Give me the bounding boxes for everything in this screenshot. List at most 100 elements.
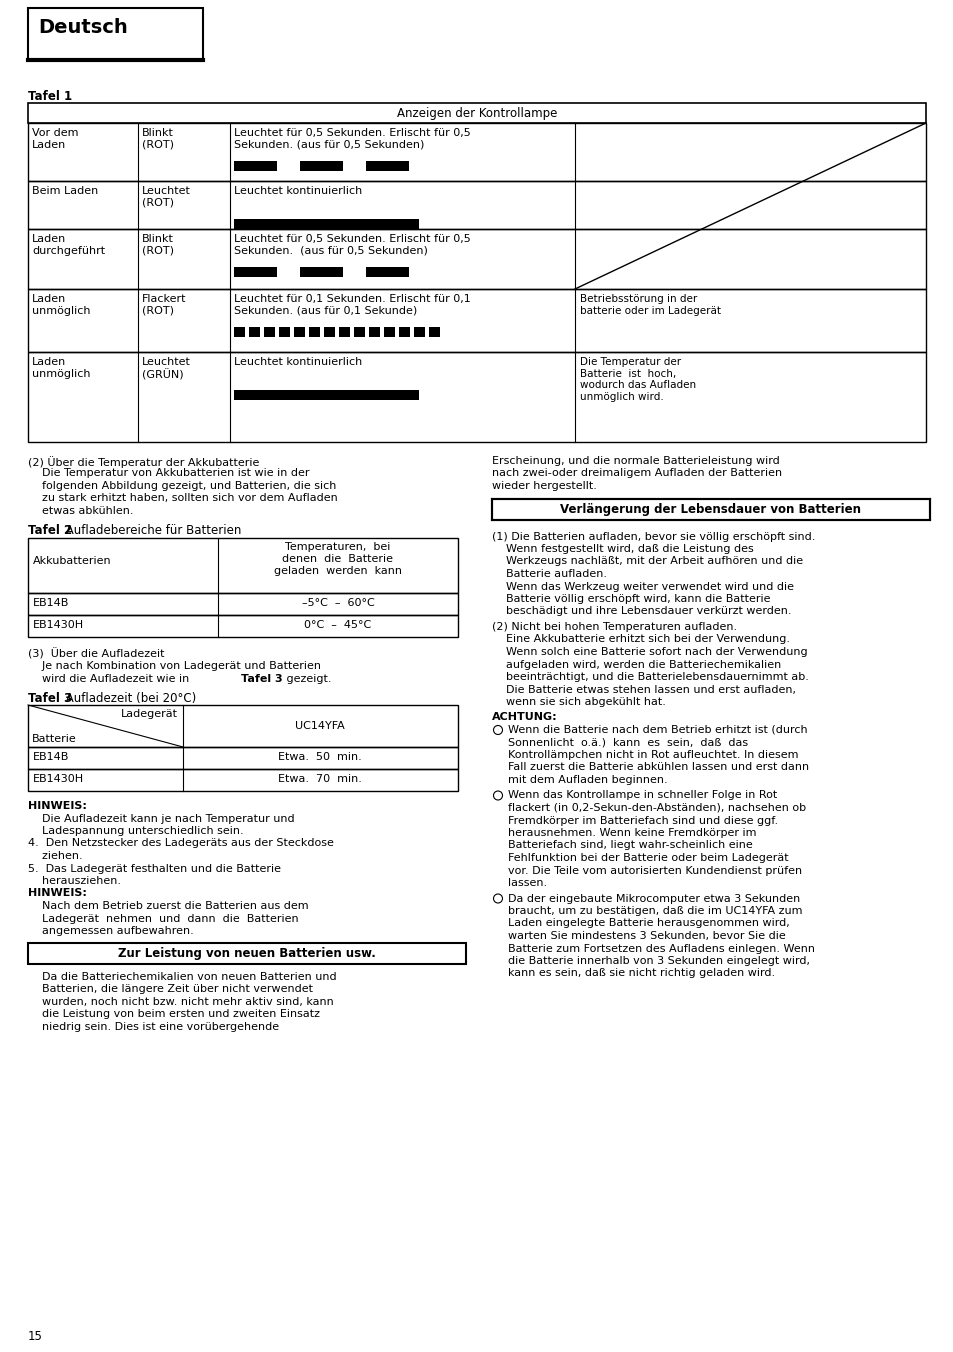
Text: Batterie aufladen.: Batterie aufladen. (492, 569, 606, 579)
Text: Wenn solch eine Batterie sofort nach der Verwendung: Wenn solch eine Batterie sofort nach der… (492, 648, 807, 657)
Text: Je nach Kombination von Ladegerät und Batterien: Je nach Kombination von Ladegerät und Ba… (28, 661, 320, 671)
Bar (264, 327, 274, 337)
Text: vor. Die Teile vom autorisierten Kundendienst prüfen: vor. Die Teile vom autorisierten Kundend… (507, 865, 801, 876)
Text: Batterien, die längere Zeit über nicht verwendet: Batterien, die längere Zeit über nicht v… (28, 984, 313, 994)
Bar (299, 161, 343, 170)
Text: wieder hergestellt.: wieder hergestellt. (492, 481, 597, 491)
Bar (28, 538, 457, 592)
Text: Sonnenlicht  o.ä.)  kann  es  sein,  daß  das: Sonnenlicht o.ä.) kann es sein, daß das (507, 737, 747, 748)
Bar (309, 327, 319, 337)
Text: Akkubatterien: Akkubatterien (33, 556, 112, 565)
Text: Tafel 3: Tafel 3 (241, 673, 282, 684)
Bar (233, 266, 276, 277)
Text: Leuchtet kontinuierlich: Leuchtet kontinuierlich (233, 357, 362, 366)
Bar (28, 769, 457, 791)
Bar (28, 592, 457, 615)
Text: Fremdkörper im Batteriefach sind und diese ggf.: Fremdkörper im Batteriefach sind und die… (507, 815, 778, 826)
Text: herausziehen.: herausziehen. (28, 876, 121, 886)
Text: Tafel 1: Tafel 1 (28, 91, 72, 103)
Bar (28, 181, 925, 228)
Bar (429, 327, 439, 337)
Text: kann es sein, daß sie nicht richtig geladen wird.: kann es sein, daß sie nicht richtig gela… (507, 968, 774, 979)
Text: Aufladebereiche für Batterien: Aufladebereiche für Batterien (62, 525, 241, 538)
Text: Laden eingelegte Batterie herausgenommen wird,: Laden eingelegte Batterie herausgenommen… (507, 918, 789, 929)
Text: 15: 15 (28, 1330, 43, 1343)
Text: beschädigt und ihre Lebensdauer verkürzt werden.: beschädigt und ihre Lebensdauer verkürzt… (492, 607, 791, 617)
Bar (354, 327, 365, 337)
Text: Leuchtet
(ROT): Leuchtet (ROT) (142, 187, 191, 208)
Text: nach zwei-oder dreimaligem Aufladen der Batterien: nach zwei-oder dreimaligem Aufladen der … (492, 469, 781, 479)
Text: Da die Batteriechemikalien von neuen Batterien und: Da die Batteriechemikalien von neuen Bat… (28, 972, 336, 982)
Bar (28, 704, 457, 748)
Bar (369, 327, 379, 337)
Text: ziehen.: ziehen. (28, 850, 83, 861)
Bar (233, 161, 276, 170)
Text: die Batterie innerhalb von 3 Sekunden eingelegt wird,: die Batterie innerhalb von 3 Sekunden ei… (507, 956, 809, 965)
Text: wird die Aufladezeit wie in: wird die Aufladezeit wie in (28, 673, 193, 684)
Text: ACHTUNG:: ACHTUNG: (492, 713, 558, 722)
Text: niedrig sein. Dies ist eine vorübergehende: niedrig sein. Dies ist eine vorübergehen… (28, 1022, 279, 1032)
Text: wenn sie sich abgekühlt hat.: wenn sie sich abgekühlt hat. (492, 698, 665, 707)
Text: beeinträchtigt, und die Batterielebensdauernimmt ab.: beeinträchtigt, und die Batterielebensda… (492, 672, 808, 681)
Text: Zur Leistung von neuen Batterien usw.: Zur Leistung von neuen Batterien usw. (118, 946, 375, 960)
Bar (398, 327, 410, 337)
Text: Eine Akkubatterie erhitzt sich bei der Verwendung.: Eine Akkubatterie erhitzt sich bei der V… (492, 634, 789, 645)
Bar (278, 327, 290, 337)
Bar (28, 748, 457, 769)
Bar (233, 327, 245, 337)
Text: Laden
durchgeführt: Laden durchgeführt (32, 234, 105, 256)
Text: gezeigt.: gezeigt. (283, 673, 331, 684)
Text: Ladegerät: Ladegerät (121, 708, 178, 719)
Bar (28, 615, 457, 637)
Bar (324, 327, 335, 337)
Text: Nach dem Betrieb zuerst die Batterien aus dem: Nach dem Betrieb zuerst die Batterien au… (28, 900, 309, 911)
Text: Batterie zum Fortsetzen des Aufladens einlegen. Wenn: Batterie zum Fortsetzen des Aufladens ei… (507, 944, 814, 953)
Text: –5°C  –  60°C: –5°C – 60°C (301, 598, 374, 607)
Text: Wenn die Batterie nach dem Betrieb erhitzt ist (durch: Wenn die Batterie nach dem Betrieb erhit… (507, 725, 807, 735)
Bar (338, 327, 350, 337)
Text: Kontrollämpchen nicht in Rot aufleuchtet. In diesem: Kontrollämpchen nicht in Rot aufleuchtet… (507, 750, 798, 760)
Text: Laden
unmöglich: Laden unmöglich (32, 293, 91, 315)
Text: Die Temperatur von Akkubatterien ist wie in der: Die Temperatur von Akkubatterien ist wie… (28, 469, 309, 479)
Text: Leuchtet für 0,1 Sekunden. Erlischt für 0,1
Sekunden. (aus für 0,1 Sekunde): Leuchtet für 0,1 Sekunden. Erlischt für … (233, 293, 470, 315)
Text: EB1430H: EB1430H (33, 619, 84, 630)
Text: Werkzeugs nachläßt, mit der Arbeit aufhören und die: Werkzeugs nachläßt, mit der Arbeit aufhö… (492, 557, 802, 566)
Text: Batterie völlig erschöpft wird, kann die Batterie: Batterie völlig erschöpft wird, kann die… (492, 594, 770, 604)
Text: Leuchtet für 0,5 Sekunden. Erlischt für 0,5
Sekunden. (aus für 0,5 Sekunden): Leuchtet für 0,5 Sekunden. Erlischt für … (233, 128, 470, 150)
Text: wurden, noch nicht bzw. nicht mehr aktiv sind, kann: wurden, noch nicht bzw. nicht mehr aktiv… (28, 996, 334, 1006)
Text: Flackert
(ROT): Flackert (ROT) (142, 293, 186, 315)
Bar (28, 8, 203, 59)
Text: Aufladezeit (bei 20°C): Aufladezeit (bei 20°C) (62, 692, 196, 704)
Text: EB14B: EB14B (33, 598, 70, 607)
Text: Laden
unmöglich: Laden unmöglich (32, 357, 91, 379)
Text: flackert (in 0,2-Sekun-den-Abständen), nachsehen ob: flackert (in 0,2-Sekun-den-Abständen), n… (507, 803, 805, 813)
Text: mit dem Aufladen beginnen.: mit dem Aufladen beginnen. (507, 775, 667, 786)
Bar (366, 266, 409, 277)
Text: 5.  Das Ladegerät festhalten und die Batterie: 5. Das Ladegerät festhalten und die Batt… (28, 864, 281, 873)
Bar (233, 219, 418, 228)
Text: Wenn das Werkzeug weiter verwendet wird und die: Wenn das Werkzeug weiter verwendet wird … (492, 581, 793, 592)
Text: lassen.: lassen. (507, 877, 547, 888)
Text: Vor dem
Laden: Vor dem Laden (32, 128, 78, 150)
Bar (384, 327, 395, 337)
Text: Etwa.  70  min.: Etwa. 70 min. (277, 773, 361, 784)
Text: 0°C  –  45°C: 0°C – 45°C (304, 619, 372, 630)
Text: Etwa.  50  min.: Etwa. 50 min. (278, 752, 361, 763)
Text: HINWEIS:: HINWEIS: (28, 800, 87, 811)
Bar (414, 327, 424, 337)
Text: Ladespannung unterschiedlich sein.: Ladespannung unterschiedlich sein. (28, 826, 243, 836)
Text: Die Aufladezeit kann je nach Temperatur und: Die Aufladezeit kann je nach Temperatur … (28, 814, 294, 823)
Bar (28, 352, 925, 442)
Text: Die Batterie etwas stehen lassen und erst aufladen,: Die Batterie etwas stehen lassen und ers… (492, 684, 795, 695)
Text: (3)  Über die Aufladezeit: (3) Über die Aufladezeit (28, 649, 164, 660)
Text: Beim Laden: Beim Laden (32, 187, 98, 196)
Text: Erscheinung, und die normale Batterieleistung wird: Erscheinung, und die normale Batterielei… (492, 456, 779, 466)
Text: EB14B: EB14B (33, 752, 70, 763)
Text: warten Sie mindestens 3 Sekunden, bevor Sie die: warten Sie mindestens 3 Sekunden, bevor … (507, 932, 785, 941)
Bar (492, 499, 929, 519)
Bar (28, 289, 925, 352)
Text: (2) Über die Temperatur der Akkubatterie: (2) Über die Temperatur der Akkubatterie (28, 456, 259, 468)
Text: Da der eingebaute Mikrocomputer etwa 3 Sekunden: Da der eingebaute Mikrocomputer etwa 3 S… (507, 894, 800, 903)
Text: (1) Die Batterien aufladen, bevor sie völlig erschöpft sind.: (1) Die Batterien aufladen, bevor sie vö… (492, 531, 815, 542)
Text: Blinkt
(ROT): Blinkt (ROT) (142, 234, 173, 256)
